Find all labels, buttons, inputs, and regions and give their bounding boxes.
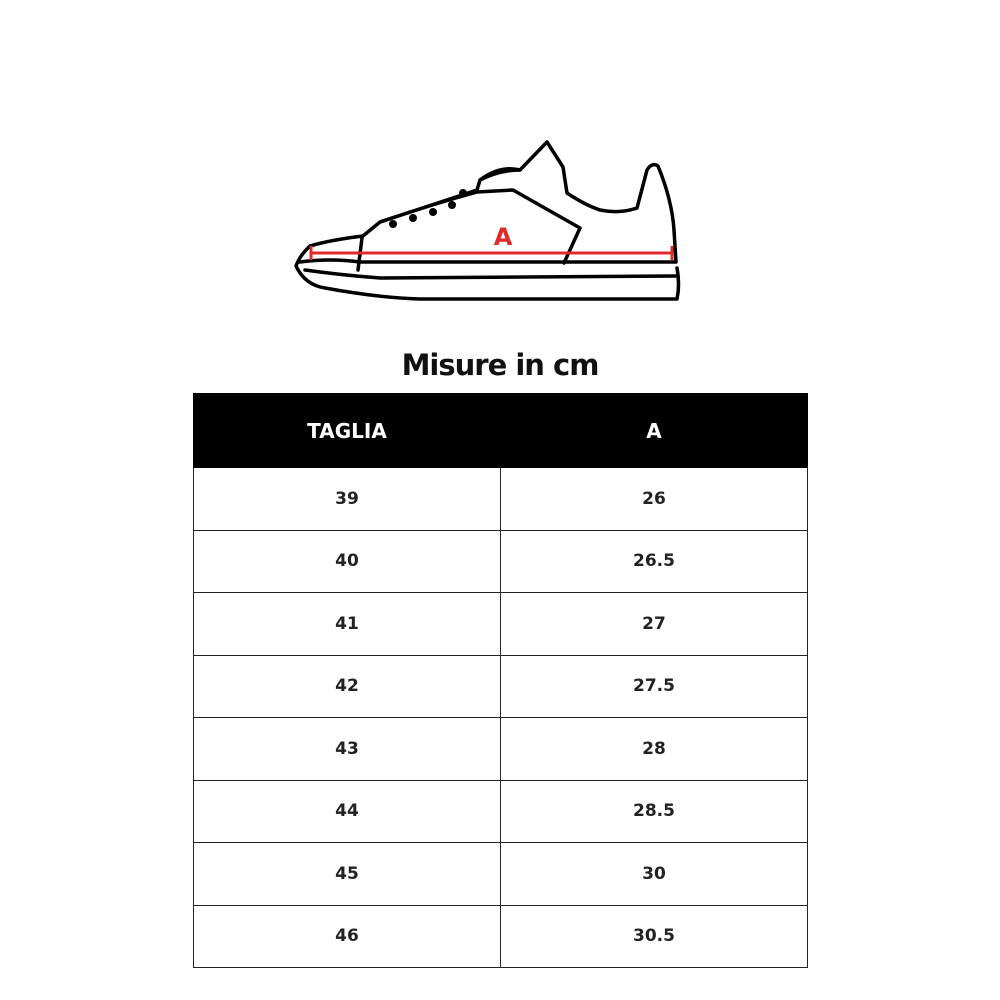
size-cell: 45 — [193, 842, 501, 906]
header-a: A — [500, 393, 808, 468]
table-row: 39 26 — [193, 467, 808, 531]
table-header-row: TAGLIA A — [193, 393, 808, 468]
length-cell: 26 — [500, 467, 808, 531]
size-cell: 44 — [193, 779, 501, 843]
length-cell: 30 — [500, 842, 808, 906]
size-cell: 41 — [193, 592, 501, 656]
length-cell: 28.5 — [500, 779, 808, 843]
table-row: 41 27 — [193, 592, 808, 656]
length-cell: 26.5 — [500, 529, 808, 593]
size-cell: 42 — [193, 654, 501, 718]
table-row: 44 28.5 — [193, 779, 808, 843]
table-row: 46 30.5 — [193, 904, 808, 968]
size-cell: 46 — [193, 904, 501, 968]
table-row: 43 28 — [193, 717, 808, 781]
shoe-diagram: A — [294, 140, 681, 301]
size-table: TAGLIA A 39 26 40 26.5 41 27 42 27.5 43 28 44 28.5 4… — [193, 393, 808, 968]
lace-eyelets — [389, 189, 467, 228]
size-cell: 43 — [193, 717, 501, 781]
size-cell: 39 — [193, 467, 501, 531]
table-row: 45 30 — [193, 842, 808, 906]
length-cell: 27 — [500, 592, 808, 656]
length-cell: 27.5 — [500, 654, 808, 718]
length-cell: 28 — [500, 717, 808, 781]
shoe-outline — [294, 140, 681, 301]
length-cell: 30.5 — [500, 904, 808, 968]
header-taglia: TAGLIA — [193, 393, 501, 468]
table-row: 40 26.5 — [193, 529, 808, 593]
table-row: 42 27.5 — [193, 654, 808, 718]
page-title: Misure in cm — [401, 348, 600, 382]
measure-label-a: A — [494, 223, 513, 251]
size-cell: 40 — [193, 529, 501, 593]
measure-line-a — [309, 246, 674, 260]
